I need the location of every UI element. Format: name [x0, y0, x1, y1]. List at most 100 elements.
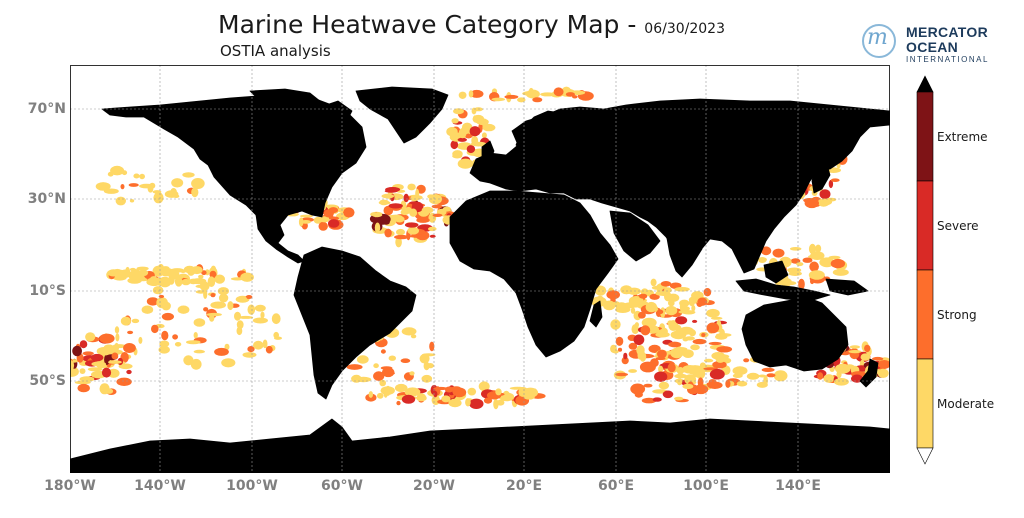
- heatwave-patch: [655, 357, 666, 361]
- heatwave-patch: [147, 277, 158, 282]
- heatwave-patch: [471, 107, 477, 115]
- heatwave-patch: [681, 306, 690, 312]
- land-britain: [481, 140, 495, 162]
- heatwave-patch: [431, 204, 443, 209]
- heatwave-patch: [171, 178, 184, 188]
- heatwave-patch: [394, 383, 408, 393]
- heatwave-patch: [191, 187, 199, 198]
- heatwave-patch: [819, 257, 835, 268]
- map-frame: [70, 65, 890, 473]
- heatwave-patch: [670, 347, 684, 359]
- heatwave-patch: [432, 213, 443, 217]
- lat-label-70n: 70°N: [27, 101, 66, 117]
- heatwave-patch: [808, 243, 817, 255]
- heatwave-patch: [715, 354, 730, 359]
- heatwave-patch: [628, 369, 637, 373]
- heatwave-patch: [396, 228, 405, 236]
- heatwave-patch: [788, 271, 802, 276]
- heatwave-patch: [756, 381, 768, 388]
- heatwave-patch: [373, 363, 379, 369]
- colorbar-severe: [916, 180, 934, 271]
- heatwave-patch: [652, 397, 662, 402]
- heatwave-patch: [271, 313, 281, 325]
- heatwave-patch: [409, 234, 425, 238]
- colorbar: [916, 75, 934, 465]
- heatwave-patch: [836, 163, 841, 169]
- heatwave-patch: [100, 186, 105, 190]
- heatwave-patch: [409, 371, 415, 376]
- heatwave-patch: [172, 334, 178, 340]
- heatwave-patch: [458, 128, 467, 139]
- heatwave-patch: [416, 393, 426, 401]
- heatwave-patch: [553, 87, 564, 97]
- title-text: Marine Heatwave Category Map -: [218, 10, 645, 39]
- heatwave-patch: [469, 89, 484, 98]
- land-new-guinea: [825, 278, 869, 296]
- heatwave-patch: [815, 244, 822, 253]
- heatwave-patch: [210, 301, 226, 309]
- heatwave-patch: [421, 374, 433, 383]
- heatwave-patch: [177, 305, 190, 314]
- land-australia: [741, 296, 849, 372]
- heatwave-patch: [147, 185, 154, 193]
- heatwave-patch: [115, 333, 120, 342]
- colorbar-extreme: [916, 91, 934, 182]
- heatwave-patch: [603, 300, 616, 311]
- heatwave-patch: [648, 344, 661, 353]
- heatwave-patch: [209, 314, 215, 322]
- land-africa: [449, 190, 619, 358]
- heatwave-patch: [95, 182, 111, 191]
- heatwave-patch: [400, 358, 411, 364]
- heatwave-patch: [517, 97, 526, 103]
- heatwave-patch: [710, 316, 723, 320]
- heatwave-patch: [429, 234, 436, 238]
- heatwave-patch: [832, 268, 849, 276]
- heatwave-patch: [804, 198, 819, 209]
- heatwave-patch: [458, 158, 473, 167]
- heatwave-patch: [634, 391, 643, 398]
- heatwave-patch: [394, 215, 405, 223]
- heatwave-patch: [191, 266, 203, 275]
- heatwave-patch: [606, 290, 620, 300]
- heatwave-patch: [79, 368, 86, 374]
- heatwave-patch: [99, 333, 115, 344]
- heatwave-patch: [529, 87, 534, 94]
- heatwave-patch: [664, 287, 672, 293]
- heatwave-patch: [830, 258, 846, 269]
- land-eurasia: [469, 98, 890, 274]
- heatwave-patch: [481, 132, 487, 139]
- heatwave-patch: [343, 210, 355, 215]
- lon-label-60e: 60°E: [597, 478, 635, 494]
- heatwave-patch: [828, 179, 834, 189]
- heatwave-patch: [158, 294, 165, 299]
- heatwave-patch: [665, 305, 678, 316]
- heatwave-patch: [174, 342, 182, 347]
- heatwave-patch: [732, 366, 748, 376]
- heatwave-patch: [877, 368, 889, 378]
- heatwave-patch: [110, 165, 125, 176]
- heatwave-patch: [766, 373, 776, 378]
- heatwave-patch: [374, 222, 381, 233]
- heatwave-patch: [380, 349, 386, 354]
- heatwave-patch: [138, 336, 143, 344]
- heatwave-patch: [645, 301, 657, 313]
- heatwave-patch: [218, 293, 229, 303]
- heatwave-patch: [650, 278, 657, 287]
- heatwave-patch: [407, 226, 420, 235]
- heatwave-patch: [469, 126, 481, 137]
- heatwave-patch: [491, 97, 506, 102]
- heatwave-patch: [242, 352, 257, 358]
- land-japan: [811, 160, 831, 194]
- heatwave-patch: [182, 172, 195, 178]
- heatwave-patch: [139, 173, 145, 180]
- heatwave-patch: [502, 390, 510, 401]
- heatwave-patch: [198, 274, 204, 279]
- heatwave-patch: [658, 365, 664, 373]
- heatwave-patch: [227, 301, 234, 311]
- heatwave-patch: [687, 365, 703, 375]
- heatwave-patch: [452, 153, 463, 159]
- chart-title: Marine Heatwave Category Map - 06/30/202…: [218, 10, 725, 39]
- heatwave-patch: [206, 312, 222, 317]
- heatwave-patch: [410, 195, 419, 202]
- heatwave-patch: [664, 292, 672, 302]
